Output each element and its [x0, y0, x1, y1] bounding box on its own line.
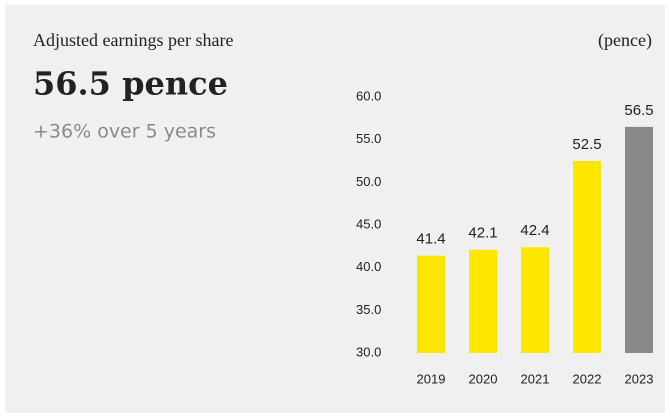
- bar: [417, 255, 445, 353]
- y-tick-label: 50.0: [356, 174, 381, 189]
- unit-label: (pence): [598, 30, 652, 51]
- value-label: 42.4: [520, 222, 549, 239]
- y-tick-label: 30.0: [356, 344, 381, 359]
- y-tick-label: 40.0: [356, 259, 381, 274]
- x-tick-label: 2022: [573, 371, 602, 386]
- x-tick-label: 2019: [417, 371, 446, 386]
- x-tick-label: 2023: [625, 371, 654, 386]
- value-label: 41.4: [416, 231, 445, 248]
- headline: 56.5 pence: [33, 65, 228, 103]
- x-tick-label: 2020: [469, 371, 498, 386]
- y-tick-label: 60.0: [356, 88, 381, 103]
- x-tick-label: 2021: [521, 371, 550, 386]
- bar: [573, 161, 601, 353]
- value-label: 52.5: [572, 136, 601, 153]
- panel: [5, 5, 665, 413]
- y-tick-label: 55.0: [356, 131, 381, 146]
- y-tick-label: 45.0: [356, 216, 381, 231]
- value-label: 42.1: [468, 225, 497, 242]
- value-label: 56.5: [624, 102, 653, 119]
- y-tick-label: 35.0: [356, 302, 381, 317]
- subtitle: +36% over 5 years: [33, 121, 216, 143]
- bar: [469, 249, 497, 353]
- bar: [625, 126, 653, 353]
- bar: [521, 247, 549, 353]
- chart-title: Adjusted earnings per share: [33, 30, 233, 50]
